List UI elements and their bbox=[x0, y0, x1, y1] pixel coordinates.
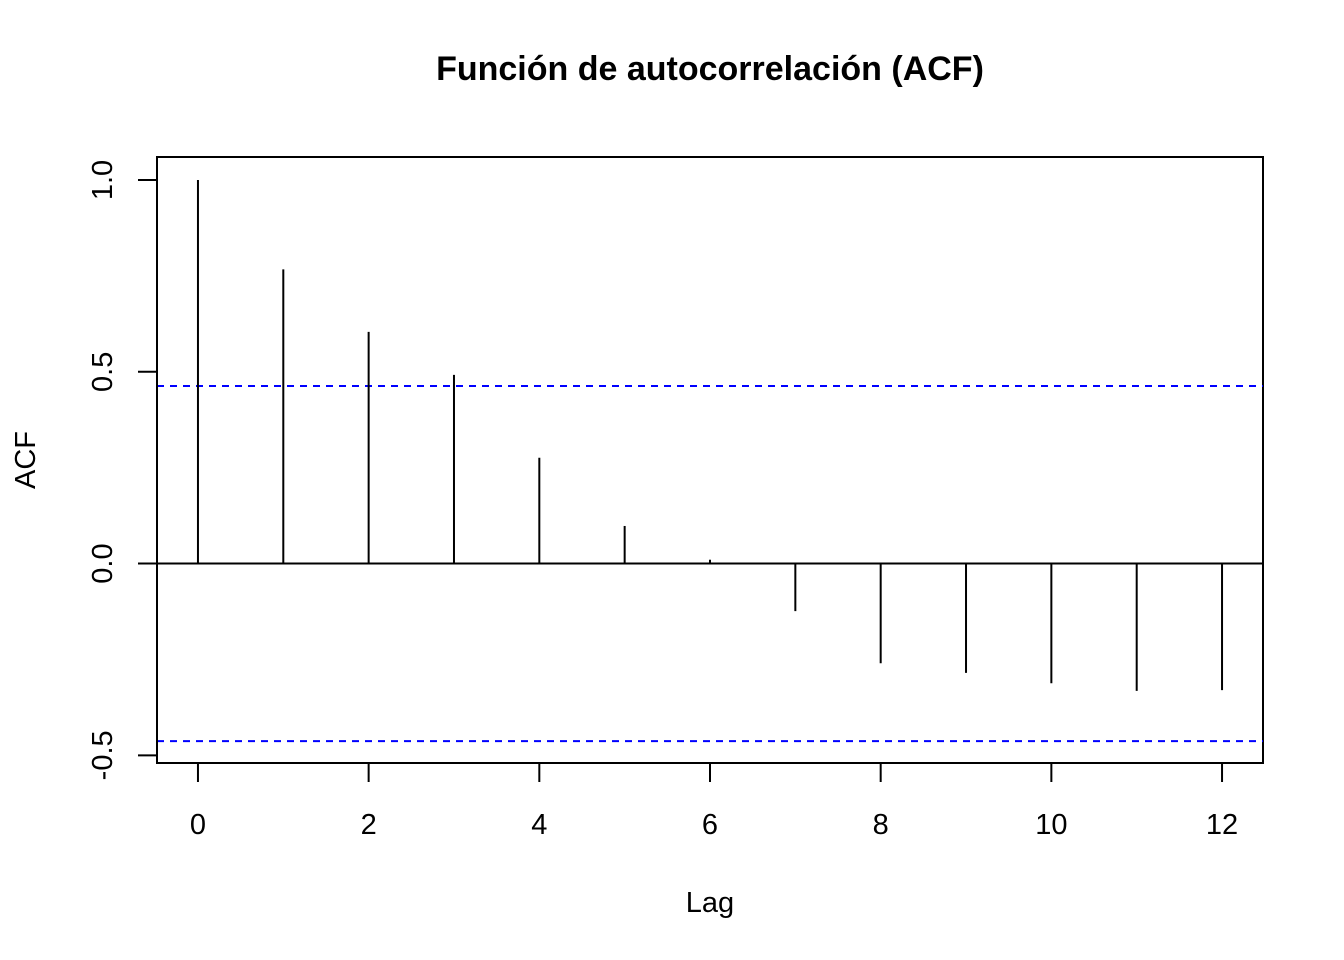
chart-title: Función de autocorrelación (ACF) bbox=[436, 50, 984, 88]
x-tick-label: 8 bbox=[873, 809, 889, 841]
x-tick-label: 2 bbox=[361, 809, 377, 841]
y-tick-label: 1.0 bbox=[87, 160, 119, 200]
x-tick-label: 12 bbox=[1206, 809, 1238, 841]
x-tick-label: 4 bbox=[531, 809, 547, 841]
y-tick-label: -0.5 bbox=[87, 730, 119, 780]
x-tick-label: 0 bbox=[190, 809, 206, 841]
x-tick-label: 10 bbox=[1035, 809, 1067, 841]
plot-marks bbox=[157, 180, 1263, 743]
x-tick-label: 6 bbox=[702, 809, 718, 841]
y-tick-label: 0.0 bbox=[87, 543, 119, 583]
x-axis-label: Lag bbox=[686, 887, 734, 919]
plot-frame bbox=[156, 156, 1264, 764]
y-tick-label: 0.5 bbox=[87, 352, 119, 392]
y-axis-label: ACF bbox=[10, 431, 42, 489]
